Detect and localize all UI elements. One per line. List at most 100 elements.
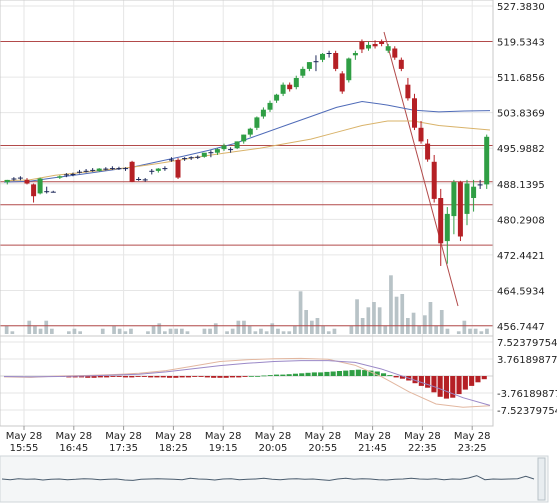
candle-body xyxy=(155,168,161,171)
macd-histogram-bar xyxy=(148,376,154,378)
candle-body xyxy=(44,191,50,193)
candle-body xyxy=(142,179,148,181)
macd-histogram-bar xyxy=(198,376,204,377)
candle-body xyxy=(464,183,470,214)
macd-tick-label: -3.76189877 xyxy=(497,389,557,400)
macd-histogram-bar xyxy=(211,376,217,378)
ma-slow-line xyxy=(3,100,491,183)
volume-bar xyxy=(377,307,382,334)
volume-bar xyxy=(4,326,9,334)
macd-histogram-bar xyxy=(399,376,405,379)
candle-body xyxy=(457,182,463,237)
price-panel: 527.3830 519.5343 511.6856 503.8369 495.9882… xyxy=(0,0,545,337)
candle-body xyxy=(326,53,332,54)
candle-body xyxy=(306,62,312,69)
price-tick-label: 527.3830 xyxy=(497,2,545,13)
macd-histogram-bar xyxy=(192,376,198,377)
macd-frame xyxy=(0,335,494,427)
candle-body xyxy=(123,168,128,170)
candle-body xyxy=(359,41,365,50)
volume-bar xyxy=(242,320,246,334)
macd-histogram-bar xyxy=(425,376,431,388)
volume-bar xyxy=(123,331,128,334)
candle-body xyxy=(24,179,30,184)
candle-body xyxy=(63,174,69,176)
candle-body xyxy=(254,117,260,128)
macd-histogram-bar xyxy=(110,376,116,377)
macd-histogram-bar xyxy=(393,376,399,378)
candle-body xyxy=(4,179,10,183)
candle-body xyxy=(313,61,319,63)
volume-bar xyxy=(100,328,105,334)
macd-histogram-bar xyxy=(267,375,273,376)
candle-body xyxy=(169,159,174,161)
macd-histogram-bar xyxy=(104,376,110,378)
macd-histogram-bar xyxy=(431,376,437,393)
volume-bar xyxy=(174,328,178,334)
volume-bar xyxy=(456,331,461,334)
volume-bar xyxy=(112,326,116,334)
candle-body xyxy=(405,84,411,99)
macd-tick-label: -7.52379754 xyxy=(497,406,557,417)
candle-body xyxy=(31,184,37,197)
candle-body xyxy=(287,84,293,90)
volume-bar xyxy=(417,326,421,334)
navigator-handle-right[interactable] xyxy=(537,457,546,501)
macd-histogram-bar xyxy=(349,370,355,376)
volume-bar xyxy=(423,315,427,334)
volume-bar xyxy=(462,320,467,334)
macd-histogram-bar xyxy=(72,376,78,378)
candle-body xyxy=(293,78,299,88)
candle-body xyxy=(109,168,115,170)
candle-body xyxy=(195,156,201,158)
candle-body xyxy=(346,58,352,81)
candle-body xyxy=(339,73,345,92)
time-label-time: 19:15 xyxy=(209,443,238,454)
candle-body xyxy=(444,213,450,242)
volume-bar xyxy=(163,331,167,334)
volume-bar xyxy=(473,328,478,334)
macd-histogram-bar xyxy=(129,376,135,378)
volume-bar xyxy=(168,328,173,334)
volume-bar xyxy=(293,326,297,334)
volume-bar xyxy=(276,328,280,334)
volume-bar xyxy=(146,331,150,334)
macd-histogram-bar xyxy=(78,376,84,378)
candle-body xyxy=(57,176,63,178)
candle-body xyxy=(379,41,385,44)
macd-histogram-bar xyxy=(475,376,481,383)
volume-bar xyxy=(33,326,37,334)
price-grid xyxy=(0,0,493,336)
macd-histogram-bar xyxy=(443,376,449,399)
volume-bar xyxy=(230,328,235,334)
macd-histogram-bar xyxy=(274,374,280,376)
volume-bar xyxy=(185,331,190,334)
candle-body xyxy=(214,149,220,153)
candle-body xyxy=(300,68,306,76)
volume-bar xyxy=(236,320,241,334)
volume-bar xyxy=(366,307,371,334)
price-tick-label: 495.9882 xyxy=(497,144,545,155)
time-label-time: 23:25 xyxy=(458,443,487,454)
volume-bar xyxy=(67,331,71,334)
time-label-time: 15:55 xyxy=(10,443,39,454)
volume-bar xyxy=(151,326,156,334)
candle-body xyxy=(418,127,424,142)
candle-body xyxy=(274,94,280,101)
candle-body xyxy=(241,134,247,142)
candle-body xyxy=(372,44,378,47)
candle-body xyxy=(136,179,142,180)
macd-histogram-bar xyxy=(387,375,393,376)
macd-histogram-bar xyxy=(85,376,91,378)
volume-bar xyxy=(264,331,269,334)
navigator-panel[interactable] xyxy=(0,455,549,503)
time-label-date: May 28 xyxy=(454,431,491,442)
candle-body xyxy=(208,152,214,154)
macd-histogram-bar xyxy=(355,369,361,376)
candle-body xyxy=(162,168,168,170)
macd-histogram-bar xyxy=(299,373,305,376)
macd-histogram-bar xyxy=(311,372,317,376)
macd-histogram-bar xyxy=(261,375,267,377)
candle-body xyxy=(392,48,398,58)
volume-bar xyxy=(445,328,450,334)
